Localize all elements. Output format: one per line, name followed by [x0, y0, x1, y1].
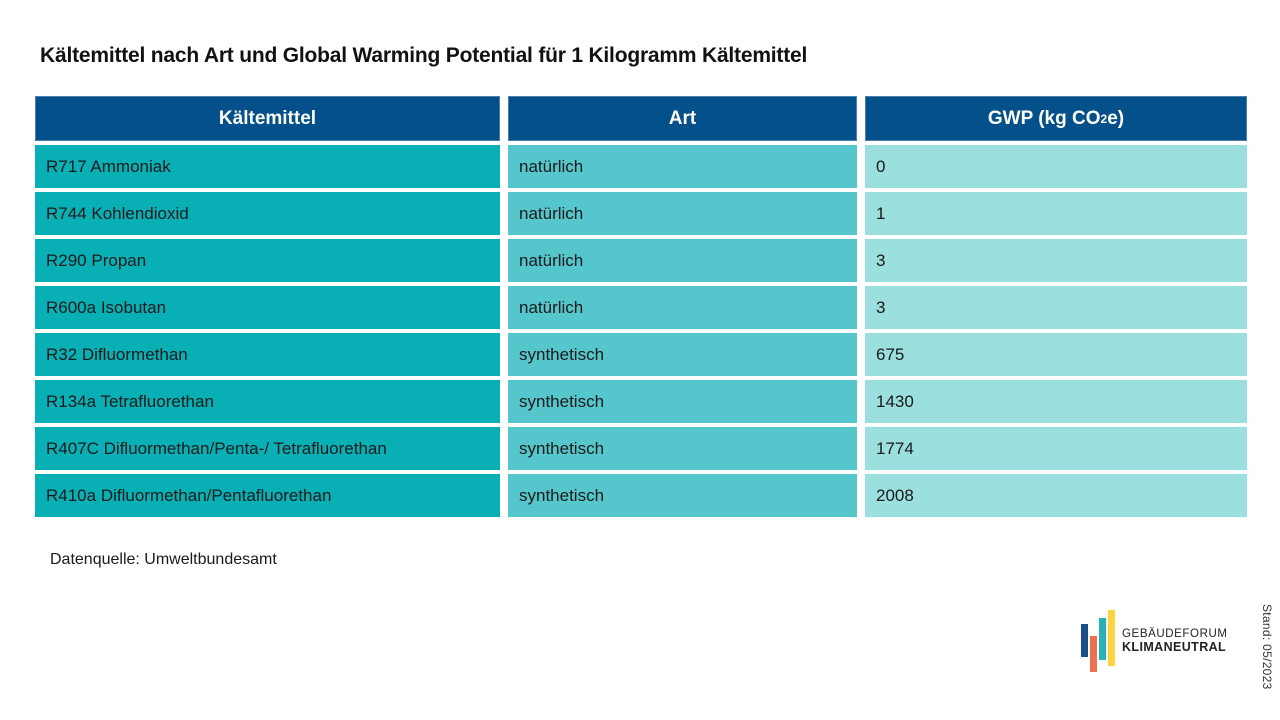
table-row: R410a Difluormethan/Pentafluorethan synt… [35, 474, 1247, 517]
cell-art: synthetisch [508, 474, 857, 517]
gwp-header-suffix: e) [1107, 107, 1125, 129]
cell-gwp: 2008 [865, 474, 1247, 517]
cell-refrigerant: R134a Tetrafluorethan [35, 380, 500, 423]
table-row: R290 Propan natürlich 3 [35, 239, 1247, 282]
table-row: R744 Kohlendioxid natürlich 1 [35, 192, 1247, 235]
table-row: R600a Isobutan natürlich 3 [35, 286, 1247, 329]
cell-art: natürlich [508, 192, 857, 235]
column-header-kaeltemittel: Kältemittel [35, 96, 500, 141]
table-header-row: Kältemittel Art GWP (kg CO 2 e) [35, 96, 1247, 141]
logo-bar-blue [1081, 624, 1088, 657]
logo-bar-orange [1090, 636, 1097, 672]
data-source-note: Datenquelle: Umweltbundesamt [50, 551, 277, 568]
cell-gwp: 0 [865, 145, 1247, 188]
column-header-art: Art [508, 96, 857, 141]
cell-art: natürlich [508, 145, 857, 188]
cell-art: natürlich [508, 286, 857, 329]
cell-refrigerant: R407C Difluormethan/Penta-/ Tetrafluoret… [35, 427, 500, 470]
cell-gwp: 3 [865, 286, 1247, 329]
cell-refrigerant: R744 Kohlendioxid [35, 192, 500, 235]
logo-bar-teal [1099, 618, 1106, 660]
logo-line2: KLIMANEUTRAL [1122, 640, 1227, 654]
gebaeudeforum-klimaneutral-logo: GEBÄUDEFORUM KLIMANEUTRAL [1081, 610, 1228, 672]
logo-bar-yellow [1108, 610, 1115, 666]
cell-art: synthetisch [508, 380, 857, 423]
refrigerant-table: Kältemittel Art GWP (kg CO 2 e) R717 Ammon… [35, 96, 1247, 517]
cell-refrigerant: R410a Difluormethan/Pentafluorethan [35, 474, 500, 517]
cell-refrigerant: R290 Propan [35, 239, 500, 282]
cell-refrigerant: R32 Difluormethan [35, 333, 500, 376]
cell-art: synthetisch [508, 427, 857, 470]
table-row: R407C Difluormethan/Penta-/ Tetrafluoret… [35, 427, 1247, 470]
logo-wordmark: GEBÄUDEFORUM KLIMANEUTRAL [1122, 628, 1228, 654]
column-header-gwp: GWP (kg CO 2 e) [865, 96, 1247, 141]
cell-gwp: 675 [865, 333, 1247, 376]
cell-refrigerant: R600a Isobutan [35, 286, 500, 329]
cell-art: synthetisch [508, 333, 857, 376]
cell-gwp: 1430 [865, 380, 1247, 423]
table-row: R717 Ammoniak natürlich 0 [35, 145, 1247, 188]
cell-refrigerant: R717 Ammoniak [35, 145, 500, 188]
stand-date: Stand: 05/2023 [1260, 604, 1274, 690]
logo-bars-icon [1081, 610, 1115, 672]
cell-gwp: 3 [865, 239, 1247, 282]
page-title: Kältemittel nach Art und Global Warming … [40, 44, 808, 67]
cell-art: natürlich [508, 239, 857, 282]
table-row: R32 Difluormethan synthetisch 675 [35, 333, 1247, 376]
cell-gwp: 1774 [865, 427, 1247, 470]
logo-line1: GEBÄUDEFORUM [1122, 628, 1228, 640]
table-row: R134a Tetrafluorethan synthetisch 1430 [35, 380, 1247, 423]
gwp-header-prefix: GWP (kg CO [987, 107, 1101, 129]
cell-gwp: 1 [865, 192, 1247, 235]
